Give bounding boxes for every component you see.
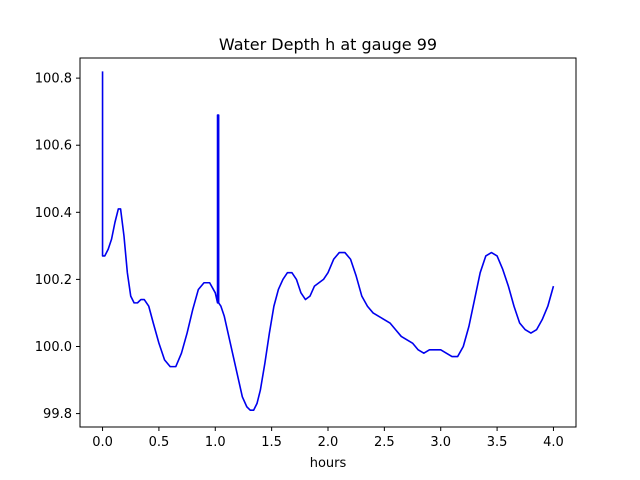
x-axis-ticks: 0.0 0.5 1.0 1.5 2.0 2.5 3.0 3.5 4.0 — [92, 427, 564, 450]
plot-frame — [79, 57, 577, 428]
y-axis-ticks: 99.8 100.0 100.2 100.4 100.6 100.8 — [35, 72, 80, 422]
x-tick-label: 0.0 — [92, 435, 113, 450]
x-axis-label: hours — [310, 456, 347, 471]
x-tick-label: 2.0 — [318, 435, 339, 450]
y-tick-label: 100.6 — [35, 139, 72, 154]
chart-title: Water Depth h at gauge 99 — [219, 35, 437, 54]
y-tick-label: 100.2 — [35, 273, 72, 288]
x-tick-label: 0.5 — [149, 435, 170, 450]
y-tick-label: 100.0 — [35, 340, 72, 355]
plot-area — [101, 71, 555, 412]
x-tick-label: 1.0 — [205, 435, 226, 450]
x-tick-label: 3.0 — [430, 435, 451, 450]
x-tick-label: 3.5 — [487, 435, 508, 450]
y-tick-label: 100.4 — [35, 206, 72, 221]
x-tick-label: 2.5 — [374, 435, 395, 450]
x-tick-label: 4.0 — [543, 435, 564, 450]
series-line-0 — [101, 71, 555, 412]
y-tick-label: 99.8 — [43, 407, 72, 422]
y-tick-label: 100.8 — [35, 72, 72, 87]
x-tick-label: 1.5 — [261, 435, 282, 450]
